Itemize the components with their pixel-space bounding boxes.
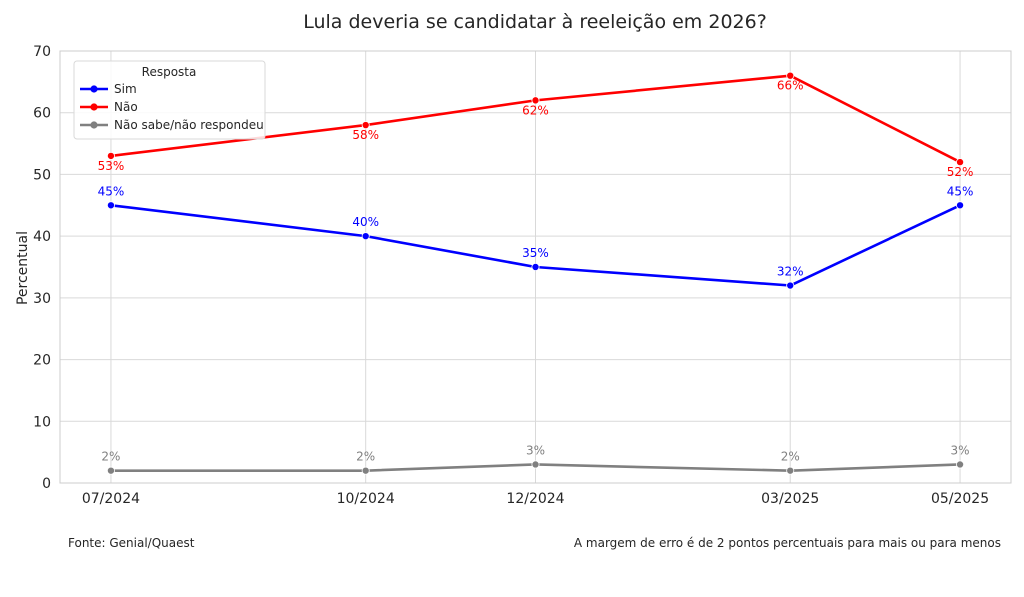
data-point <box>956 460 965 469</box>
data-point <box>531 262 540 271</box>
data-label: 58% <box>352 128 379 142</box>
data-label: 2% <box>781 450 800 464</box>
data-label: 45% <box>947 184 974 198</box>
y-tick-label: 50 <box>33 167 51 183</box>
data-point <box>361 466 370 475</box>
y-tick-label: 40 <box>33 229 51 245</box>
legend-box <box>73 60 266 140</box>
legend-marker <box>90 103 98 111</box>
data-label: 3% <box>951 443 970 457</box>
y-tick-label: 0 <box>42 476 51 492</box>
data-label: 45% <box>98 184 125 198</box>
legend-marker <box>90 85 98 93</box>
data-point <box>106 466 115 475</box>
data-label: 53% <box>98 159 125 173</box>
x-tick-label: 10/2024 <box>337 491 395 507</box>
legend-title: Resposta <box>142 65 197 79</box>
data-point <box>106 201 115 210</box>
data-label: 2% <box>356 450 375 464</box>
data-point <box>531 96 540 105</box>
series-layer: 45% 40% 35% 32% 45% 53% 58% 62% 66% 52% 2% 2% 3% 2% 3% <box>98 71 974 475</box>
data-point <box>956 158 965 167</box>
x-tick-label: 03/2025 <box>761 491 819 507</box>
data-label: 40% <box>352 215 379 229</box>
x-tick-label: 07/2024 <box>82 491 140 507</box>
data-point <box>786 466 795 475</box>
legend-entry: Sim <box>114 82 137 96</box>
legend: Resposta Sim Não Não sabe/não respondeu <box>73 60 266 140</box>
y-tick-label: 20 <box>33 353 51 369</box>
chart-title: Lula deveria se candidatar à reeleição e… <box>303 11 767 33</box>
x-tick-label: 12/2024 <box>506 491 564 507</box>
margin-of-error-note: A margem de erro é de 2 pontos percentua… <box>573 536 1001 550</box>
data-label: 66% <box>777 79 804 93</box>
data-label: 2% <box>101 450 120 464</box>
plot-frame <box>59 50 1012 484</box>
data-label: 35% <box>522 246 549 260</box>
y-tick-label: 30 <box>33 291 51 307</box>
y-axis-label: Percentual <box>15 231 31 305</box>
data-point <box>956 201 965 210</box>
data-point <box>361 121 370 130</box>
data-point <box>361 232 370 241</box>
source-note: Fonte: Genial/Quaest <box>68 536 195 550</box>
axes: 0 10 20 30 40 50 60 70 07/2024 10/2024 12/2024 03/2… <box>33 44 1012 507</box>
data-point <box>786 281 795 290</box>
y-tick-label: 60 <box>33 106 51 122</box>
x-tick-label: 05/2025 <box>931 491 989 507</box>
legend-marker <box>90 121 98 129</box>
data-point <box>106 151 115 160</box>
y-tick-label: 10 <box>33 414 51 430</box>
gridlines <box>60 50 1011 484</box>
data-point <box>786 71 795 80</box>
y-tick-label: 70 <box>33 44 51 60</box>
legend-entry: Não sabe/não respondeu <box>114 118 264 132</box>
data-point <box>531 460 540 469</box>
data-label: 52% <box>947 165 974 179</box>
data-label: 62% <box>522 103 549 117</box>
data-label: 3% <box>526 443 545 457</box>
data-label: 32% <box>777 265 804 279</box>
legend-entry: Não <box>114 100 138 114</box>
